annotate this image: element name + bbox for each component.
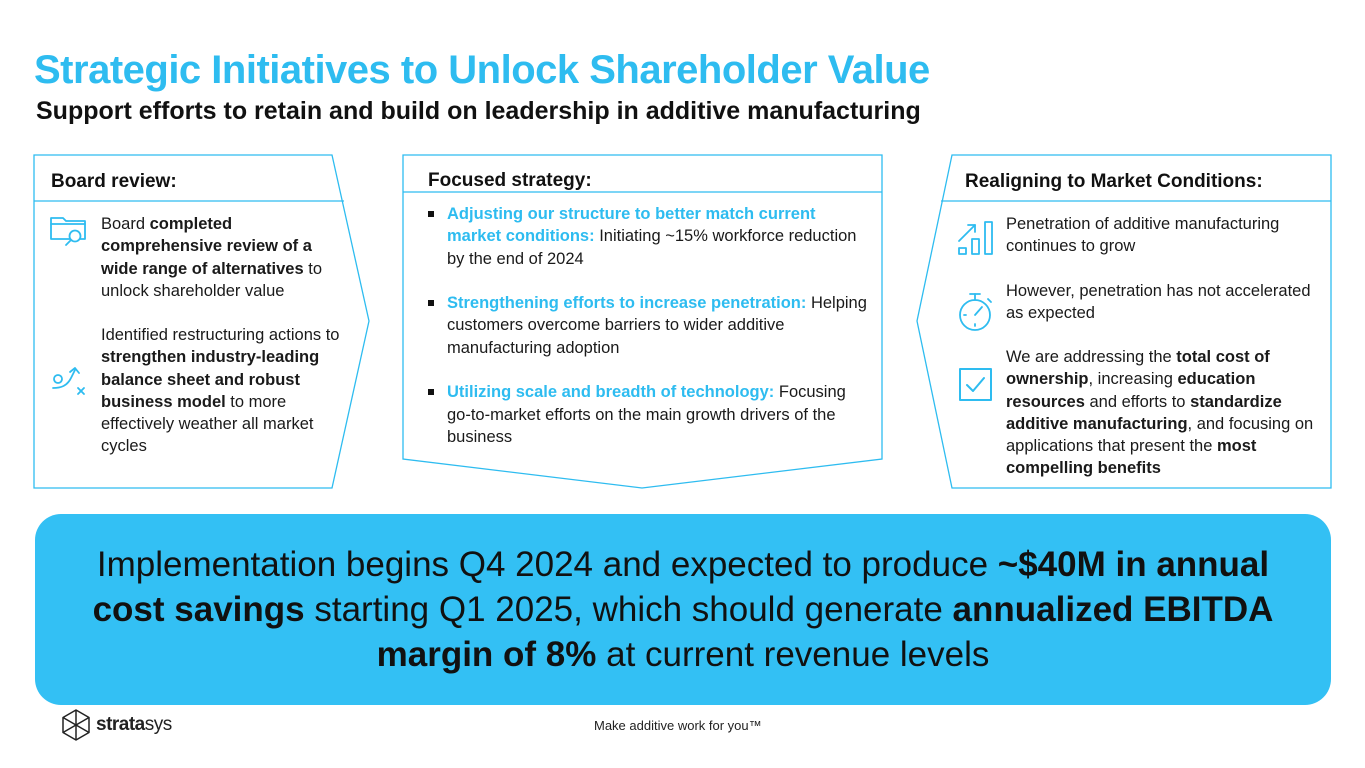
- banner-text: Implementation begins Q4 2024 and expect…: [92, 545, 1274, 674]
- market-conditions-heading: Realigning to Market Conditions:: [965, 171, 1263, 192]
- market-item-3: We are addressing the total cost of owne…: [1006, 348, 1314, 478]
- page-subtitle: Support efforts to retain and build on l…: [36, 97, 921, 125]
- page-title: Strategic Initiatives to Unlock Sharehol…: [34, 48, 930, 92]
- savings-banner: Implementation begins Q4 2024 and expect…: [35, 514, 1331, 705]
- bullet-marker: [428, 389, 434, 396]
- logo-wordmark: stratasys: [96, 714, 172, 735]
- board-item-2: Identified restructuring actions to stre…: [101, 326, 340, 456]
- strategy-bullet: Adjusting our structure to better match …: [428, 203, 873, 270]
- market-item-2: However, penetration has not accelerated…: [1006, 282, 1311, 323]
- stopwatch-icon: [959, 293, 992, 331]
- strategy-path-icon: [52, 367, 85, 395]
- market-item-1: Penetration of additive manufacturing co…: [1006, 215, 1280, 256]
- folder-search-icon: [50, 217, 86, 246]
- focused-strategy-heading: Focused strategy:: [428, 170, 592, 191]
- growth-chart-icon: [958, 221, 993, 255]
- bullet-marker: [428, 300, 434, 307]
- bullet-marker: [428, 211, 434, 217]
- checkbox-icon: [959, 368, 992, 401]
- strategy-bullet: Utilizing scale and breadth of technolog…: [428, 381, 873, 448]
- strategy-bullet: Strengthening efforts to increase penetr…: [428, 292, 873, 359]
- stratasys-logo-icon: [62, 709, 90, 741]
- board-item-1: Board completed comprehensive review of …: [101, 215, 323, 300]
- footer-tagline: Make additive work for you™: [594, 718, 762, 733]
- board-review-heading: Board review:: [51, 171, 177, 192]
- stratasys-logo: stratasys: [62, 709, 172, 741]
- strategy-bullets: Adjusting our structure to better match …: [428, 203, 873, 471]
